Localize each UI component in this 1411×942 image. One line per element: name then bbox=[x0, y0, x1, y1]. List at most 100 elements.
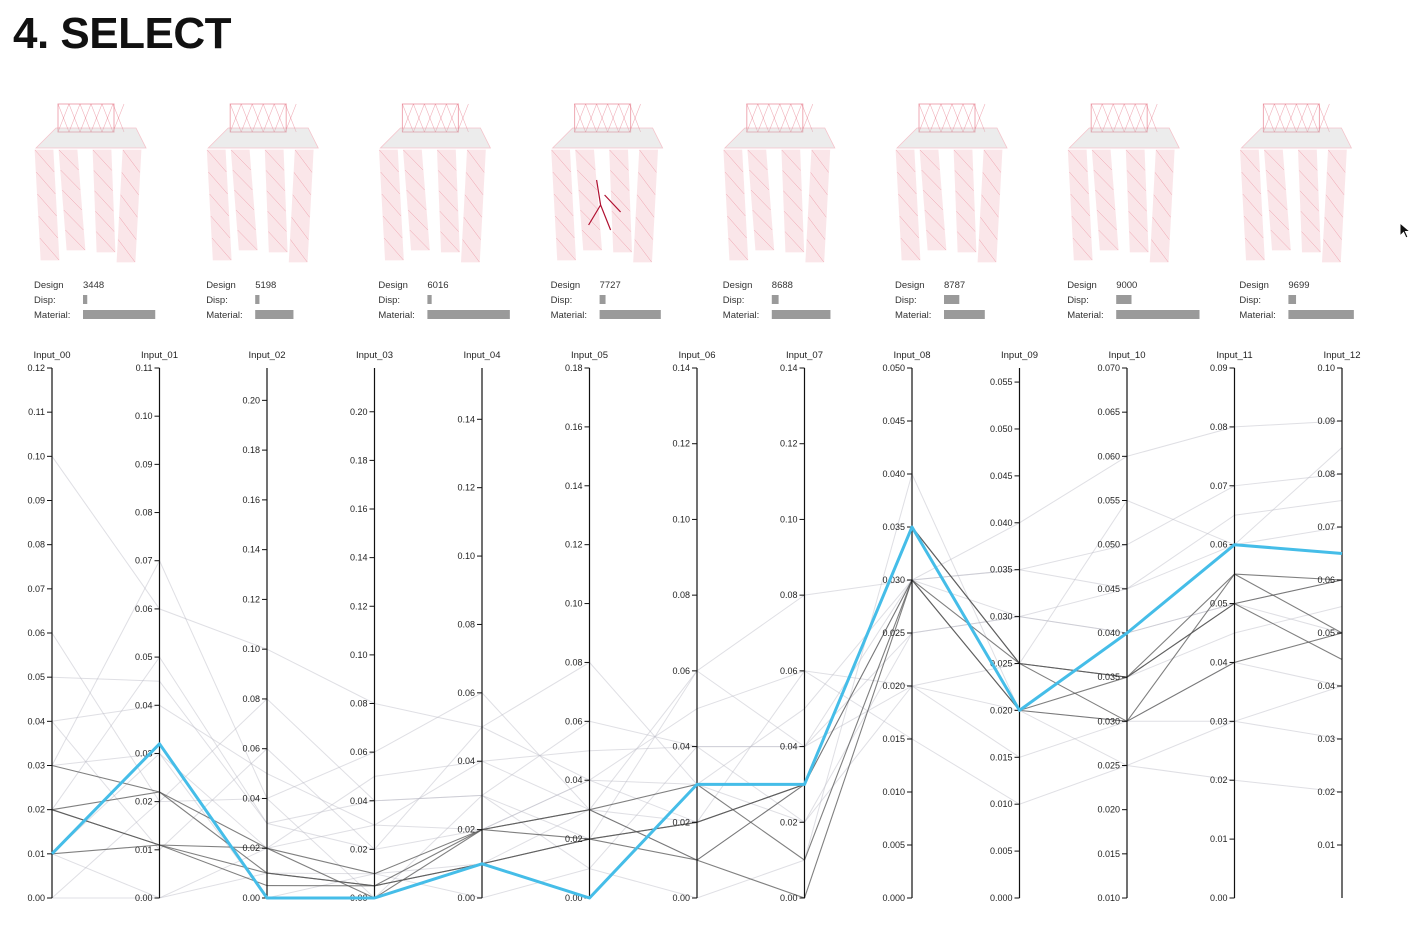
axis-input-03[interactable]: Input_030.000.020.040.060.080.100.120.14… bbox=[350, 350, 393, 903]
tick-label: 0.09 bbox=[27, 496, 45, 506]
material-bar bbox=[944, 310, 985, 319]
tick-label: 0.10 bbox=[672, 514, 690, 524]
mouse-cursor-icon bbox=[1399, 222, 1411, 239]
material-bar bbox=[599, 310, 661, 319]
axis-name: Input_07 bbox=[786, 350, 823, 361]
axis-name: Input_09 bbox=[1001, 350, 1038, 361]
design-id: 3448 bbox=[83, 280, 104, 291]
axis-name: Input_02 bbox=[249, 350, 286, 361]
axis-name: Input_10 bbox=[1109, 350, 1146, 361]
design-card[interactable]: Design 3448 Disp: Material: bbox=[34, 103, 156, 321]
material-label: Material: bbox=[551, 310, 587, 321]
material-bar bbox=[427, 310, 510, 319]
disp-label: Disp: bbox=[723, 295, 745, 306]
disp-bar bbox=[771, 295, 779, 304]
tick-label: 0.070 bbox=[1097, 363, 1120, 373]
axis-input-04[interactable]: Input_04 0.00 0.02 0.04 0.06 0.08 0.10 0.12 0.14 bbox=[457, 350, 500, 903]
tick-label: 0.08 bbox=[350, 699, 368, 709]
axis-input-11[interactable]: Input_11 0.00 0.01 0.02 0.03 0.04 0.05 0.06 0.07… bbox=[1210, 350, 1253, 903]
tick-label: 0.06 bbox=[565, 716, 583, 726]
tick-label: 0.11 bbox=[136, 363, 153, 373]
material-bar bbox=[1116, 310, 1200, 319]
highlighted-series bbox=[50, 525, 1343, 900]
tick-label: 0.015 bbox=[990, 752, 1013, 762]
axis-input-05[interactable]: Input_05 0.00 0.02 0.04 0.06 0.08 0.10 0.12 0.14… bbox=[565, 350, 608, 903]
axis-name: Input_05 bbox=[571, 350, 608, 361]
chair-lattice-icon bbox=[1239, 103, 1353, 263]
tick-label: 0.07 bbox=[135, 556, 153, 566]
tick-label: 0.040 bbox=[882, 469, 905, 479]
chair-lattice-icon bbox=[895, 103, 1008, 263]
tick-label: 0.08 bbox=[457, 619, 475, 629]
design-card[interactable]: Design 5198 Disp: Material: bbox=[206, 103, 319, 321]
page-title: 4. SELECT bbox=[13, 9, 232, 58]
tick-label: 0.08 bbox=[135, 508, 153, 518]
tick-label: 0.01 bbox=[1210, 834, 1228, 844]
design-card[interactable]: Design 8787 Disp: Material: bbox=[895, 103, 1008, 321]
axis-input-07[interactable]: Input_07 0.00 0.02 0.04 0.06 0.08 0.10 0.12 0.14 bbox=[780, 350, 823, 903]
design-id: 9000 bbox=[1116, 280, 1137, 291]
tick-label: 0.14 bbox=[242, 545, 260, 555]
design-id: 8787 bbox=[944, 280, 965, 291]
design-card[interactable]: Design 6016 Disp: Material: bbox=[378, 103, 510, 321]
design-card[interactable]: Design 9000 Disp: Material: bbox=[1067, 103, 1200, 321]
tick-label: 0.00 bbox=[242, 893, 260, 903]
tick-label: 0.12 bbox=[27, 363, 45, 373]
tick-label: 0.04 bbox=[672, 742, 690, 752]
tick-label: 0.08 bbox=[1317, 469, 1335, 479]
axis-input-10[interactable]: Input_10 0.010 0.015 0.020 0.025 0.030 0.035 0.… bbox=[1097, 350, 1145, 903]
tick-label: 0.06 bbox=[242, 744, 260, 754]
tick-label: 0.020 bbox=[882, 681, 905, 691]
disp-label: Disp: bbox=[378, 295, 400, 306]
tick-label: 0.06 bbox=[457, 688, 475, 698]
axis-input-06[interactable]: Input_06 0.00 0.02 0.04 0.06 0.08 0.10 0.12 0.14 bbox=[672, 350, 715, 903]
tick-label: 0.035 bbox=[1097, 672, 1120, 682]
tick-label: 0.00 bbox=[457, 893, 475, 903]
tick-label: 0.08 bbox=[565, 657, 583, 667]
tick-label: 0.010 bbox=[990, 799, 1013, 809]
axis-input-08[interactable]: Input_08 0.000 0.005 0.010 0.015 0.020 0.025 0.… bbox=[882, 350, 930, 903]
axis-input-12[interactable]: Input_12 0.01 0.02 0.03 0.04 0.05 0.06 0.07 0.08… bbox=[1317, 350, 1360, 898]
tick-label: 0.050 bbox=[1097, 540, 1120, 550]
design-id: 9699 bbox=[1288, 280, 1309, 291]
tick-label: 0.10 bbox=[457, 551, 475, 561]
tick-label: 0.12 bbox=[565, 540, 583, 550]
design-id: 5198 bbox=[255, 280, 276, 291]
tick-label: 0.04 bbox=[780, 742, 798, 752]
axis-input-01[interactable]: Input_01 0.00 0.01 0.02 0.03 0.04 0.05 0.06 0.07… bbox=[135, 350, 178, 903]
tick-label: 0.020 bbox=[1097, 805, 1120, 815]
series-line-highlight[interactable] bbox=[50, 525, 1343, 900]
tick-label: 0.02 bbox=[457, 825, 475, 835]
tick-label: 0.010 bbox=[1097, 893, 1120, 903]
tick-label: 0.030 bbox=[882, 575, 905, 585]
tick-label: 0.00 bbox=[1210, 893, 1228, 903]
chair-lattice-icon bbox=[378, 103, 492, 263]
material-label: Material: bbox=[378, 310, 414, 321]
tick-label: 0.04 bbox=[242, 793, 260, 803]
disp-bar bbox=[1116, 295, 1132, 304]
tick-label: 0.14 bbox=[457, 414, 475, 424]
tick-label: 0.050 bbox=[990, 424, 1013, 434]
design-label: Design bbox=[378, 280, 408, 291]
axis-input-09[interactable]: Input_09 0.000 0.005 0.010 0.015 0.020 0.025 0.… bbox=[990, 350, 1038, 903]
design-card[interactable]: Design 9699 Disp: Material: bbox=[1239, 103, 1354, 321]
design-card[interactable]: Design 7727 Disp: Material: bbox=[551, 103, 664, 321]
axis-input-02[interactable]: Input_02 0.00 0.02 0.04 0.06 0.08 0.10 0.12 0.14… bbox=[242, 350, 285, 903]
tick-label: 0.02 bbox=[1317, 787, 1335, 797]
axis-name: Input_04 bbox=[464, 350, 501, 361]
axis-input-00[interactable]: Input_00 0.00 0.01 0.02 0.03 0.04 0.05 0.06 0.07… bbox=[27, 350, 70, 903]
tick-label: 0.06 bbox=[672, 666, 690, 676]
tick-label: 0.060 bbox=[1097, 451, 1120, 461]
tick-label: 0.08 bbox=[672, 590, 690, 600]
axis-name: Input_11 bbox=[1216, 350, 1252, 361]
tick-label: 0.10 bbox=[242, 644, 260, 654]
tick-label: 0.045 bbox=[882, 416, 905, 426]
design-label: Design bbox=[551, 280, 581, 291]
design-card[interactable]: Design 8688 Disp: Material: bbox=[723, 103, 836, 321]
tick-label: 0.04 bbox=[27, 716, 45, 726]
tick-label: 0.16 bbox=[242, 495, 260, 505]
chair-lattice-icon bbox=[1067, 103, 1180, 263]
axis-name: Input_08 bbox=[894, 350, 931, 361]
tick-label: 0.01 bbox=[1317, 840, 1335, 850]
tick-label: 0.08 bbox=[1210, 422, 1228, 432]
